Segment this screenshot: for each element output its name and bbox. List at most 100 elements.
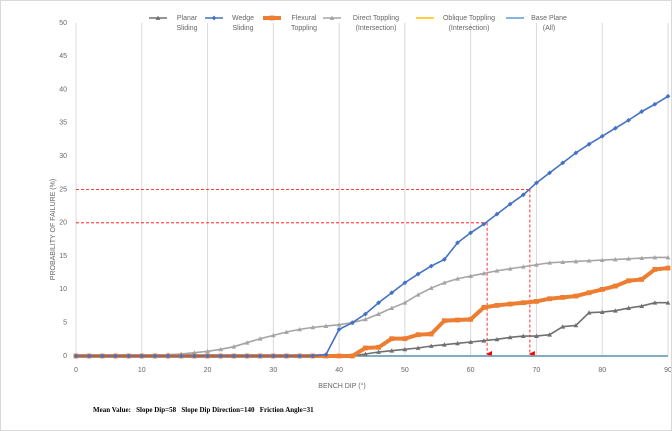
legend-label: Planar Sliding bbox=[176, 15, 198, 32]
data-point bbox=[165, 353, 171, 359]
data-point bbox=[329, 15, 335, 20]
x-tick-label: 90 bbox=[664, 367, 672, 374]
data-point bbox=[415, 332, 421, 338]
footer: Mean Value: Slope Dip=58 Slope Dip Direc… bbox=[93, 406, 314, 414]
data-point bbox=[284, 353, 289, 359]
data-point bbox=[376, 300, 381, 306]
data-point bbox=[665, 265, 671, 271]
data-point bbox=[520, 333, 526, 338]
data-point bbox=[494, 268, 500, 273]
data-point bbox=[428, 285, 434, 290]
data-point bbox=[481, 304, 487, 310]
data-point bbox=[152, 353, 158, 359]
data-point bbox=[126, 353, 132, 359]
x-axis-label: BENCH DIP (°) bbox=[318, 382, 365, 390]
data-point bbox=[468, 273, 474, 278]
data-point bbox=[323, 352, 329, 358]
legend-item: Oblique Toppling (Intersection) bbox=[416, 14, 504, 34]
data-point bbox=[468, 316, 474, 322]
data-point bbox=[441, 257, 447, 262]
data-point bbox=[547, 170, 552, 176]
data-point bbox=[612, 283, 618, 289]
data-point bbox=[363, 311, 368, 317]
data-point bbox=[665, 255, 671, 260]
data-point bbox=[652, 101, 658, 107]
data-point bbox=[244, 340, 250, 345]
data-point bbox=[323, 323, 329, 328]
x-tick-label: 10 bbox=[138, 367, 146, 374]
data-point bbox=[73, 353, 79, 359]
data-point bbox=[270, 332, 276, 338]
data-point bbox=[520, 300, 526, 306]
data-point bbox=[428, 343, 434, 348]
data-point bbox=[599, 309, 605, 314]
data-point bbox=[257, 353, 263, 359]
data-point bbox=[99, 353, 105, 359]
data-point bbox=[586, 258, 592, 263]
data-point bbox=[269, 15, 275, 21]
data-point bbox=[652, 267, 658, 272]
x-tick-label: 30 bbox=[269, 367, 277, 374]
data-point bbox=[211, 15, 217, 21]
legend-swatch bbox=[416, 17, 434, 19]
data-point bbox=[481, 271, 487, 276]
data-point bbox=[310, 324, 316, 330]
data-point bbox=[573, 322, 579, 328]
data-point bbox=[507, 301, 513, 307]
data-point bbox=[626, 278, 631, 284]
data-point bbox=[639, 277, 645, 282]
data-point bbox=[599, 257, 605, 263]
data-point bbox=[665, 300, 671, 305]
x-tick-label: 80 bbox=[598, 367, 606, 374]
legend-label: Wedge Sliding bbox=[231, 15, 255, 32]
data-point bbox=[599, 133, 605, 139]
data-point bbox=[612, 257, 618, 262]
data-point bbox=[389, 336, 395, 342]
data-point bbox=[599, 287, 605, 292]
data-point bbox=[586, 141, 592, 147]
data-point bbox=[428, 331, 434, 337]
data-point bbox=[178, 353, 184, 359]
data-point bbox=[139, 353, 145, 359]
data-point bbox=[573, 259, 579, 264]
y-tick-label: 45 bbox=[59, 53, 67, 60]
x-tick-label: 70 bbox=[533, 367, 541, 374]
data-point bbox=[652, 255, 658, 260]
legend-swatch bbox=[506, 17, 524, 19]
data-point bbox=[455, 240, 460, 246]
data-point bbox=[402, 336, 408, 342]
data-point bbox=[336, 326, 342, 332]
data-point bbox=[244, 353, 250, 359]
data-point bbox=[626, 117, 631, 123]
data-point bbox=[441, 342, 447, 347]
data-point bbox=[639, 109, 645, 114]
x-tick-label: 20 bbox=[204, 367, 212, 374]
data-point bbox=[349, 353, 355, 359]
legend-item: Direct Toppling (Intersection) bbox=[323, 14, 411, 34]
y-tick-label: 30 bbox=[59, 153, 67, 160]
data-point bbox=[297, 326, 303, 332]
data-point bbox=[507, 201, 513, 207]
data-point bbox=[507, 266, 513, 271]
data-point bbox=[534, 333, 539, 338]
data-point bbox=[376, 344, 381, 350]
data-point bbox=[363, 316, 368, 322]
data-point bbox=[218, 353, 224, 359]
data-point bbox=[257, 336, 263, 341]
data-point bbox=[639, 303, 645, 308]
data-point bbox=[270, 353, 276, 359]
data-point bbox=[560, 324, 566, 329]
y-axis-label: PROBABILITY OF FAILURE (%) bbox=[50, 179, 57, 280]
data-point bbox=[389, 290, 395, 296]
data-point bbox=[363, 351, 368, 356]
data-point bbox=[402, 280, 408, 286]
data-point bbox=[205, 353, 210, 359]
y-tick-label: 10 bbox=[59, 286, 67, 293]
x-tick-label: 50 bbox=[401, 367, 409, 374]
legend-item: Planar Sliding bbox=[149, 14, 207, 34]
data-point bbox=[547, 260, 552, 265]
data-point bbox=[455, 340, 460, 346]
data-point bbox=[441, 318, 447, 324]
data-point bbox=[297, 353, 303, 359]
